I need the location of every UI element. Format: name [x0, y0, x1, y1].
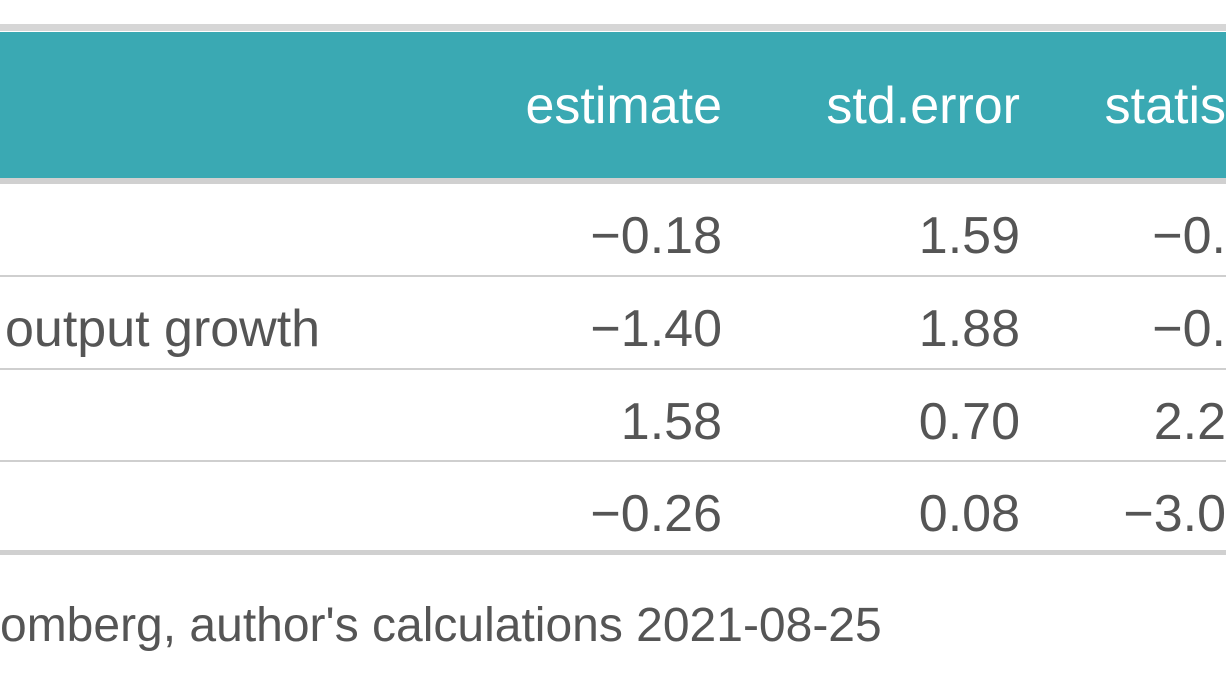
table-cell: −3.0 — [1123, 485, 1226, 543]
table-cell: 1.58 — [620, 393, 722, 451]
bottom-border — [0, 550, 1226, 555]
column-header: statis — [1104, 77, 1226, 135]
table-cell: −0.18 — [590, 207, 722, 265]
table-cell: −0. — [1152, 300, 1226, 358]
table-cell: 0.70 — [918, 393, 1020, 451]
table-cell: 1.88 — [918, 300, 1020, 358]
source-note: omberg, author's calculations 2021-08-25 — [0, 599, 882, 652]
table-cell: 2.2 — [1153, 393, 1226, 451]
table-cell: −0. — [1152, 207, 1226, 265]
table-cell: 1.59 — [918, 207, 1020, 265]
header-band — [0, 32, 1226, 178]
top-border — [0, 24, 1226, 31]
table-cell: −1.40 — [590, 300, 722, 358]
column-header: std.error — [826, 77, 1020, 135]
column-header: estimate — [525, 77, 722, 135]
row-border — [0, 460, 1226, 462]
row-label: output growth — [5, 300, 321, 358]
table-cell: 0.08 — [918, 485, 1020, 543]
header-border — [0, 178, 1226, 184]
row-border — [0, 368, 1226, 370]
table-cell: −0.26 — [590, 485, 722, 543]
row-border — [0, 275, 1226, 277]
